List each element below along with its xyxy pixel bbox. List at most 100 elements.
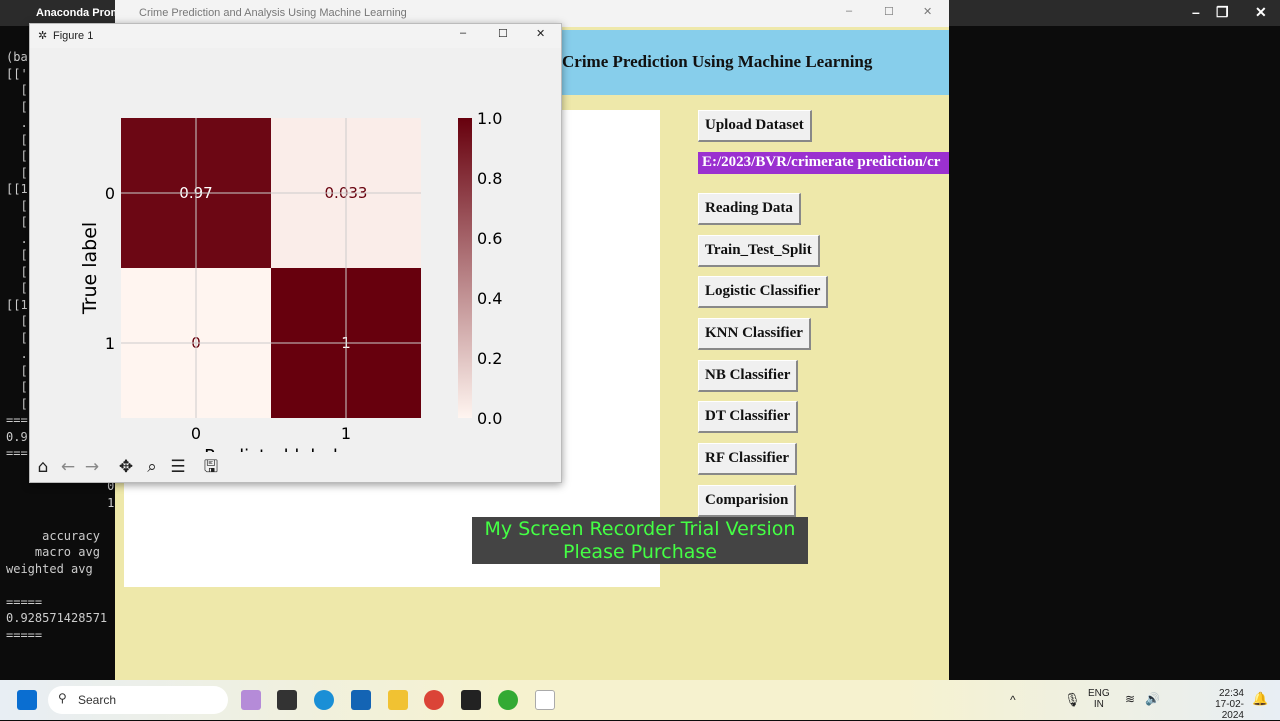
terminal-line: [[' [6,66,28,81]
nb-classifier-button[interactable]: NB Classifier [698,360,799,392]
python-app-icon[interactable] [498,690,518,710]
watermark: My Screen Recorder Trial Version Please … [472,517,808,564]
close-button[interactable]: ✕ [923,6,933,18]
train-test-split-button[interactable]: Train_Test_Split [698,235,820,267]
back-icon[interactable]: ← [60,457,76,477]
figure-title-bar: ✲ Figure 1 – ☐ ✕ [30,24,561,48]
colorbar-tick-label: 0.8 [477,169,502,188]
reading-data-button[interactable]: Reading Data [698,193,801,225]
maximize-button[interactable]: ☐ [884,6,894,18]
figure-toolbar: ⌂ ← → ✥ ⌕ ☰ 🖫 [30,452,561,482]
app-title: Crime Prediction and Analysis Using Mach… [139,7,407,19]
terminal-line: ===== [6,413,28,427]
search-box[interactable]: ⚲ Search [48,686,228,714]
restore-button[interactable]: ❐ [1216,4,1229,20]
terminal-line: [[1 [6,182,28,196]
edge-icon[interactable] [314,690,334,710]
figure-window: ✲ Figure 1 – ☐ ✕ 0.970.033010011Predicte… [29,23,562,483]
terminal-line: [2 [20,363,28,378]
logistic-classifier-button[interactable]: Logistic Classifier [698,276,829,308]
pan-icon[interactable]: ✥ [118,457,134,477]
terminal-line: 0 [6,479,115,493]
figure-title: Figure 1 [53,30,94,42]
copilot-icon[interactable] [241,690,261,710]
terminal-line: [2 [20,330,28,345]
terminal-line: [[1 [6,297,28,312]
terminal-line [6,577,115,593]
terminal-line: [1 [20,314,28,328]
minimize-button[interactable]: – [846,5,853,17]
terminal-line: [' [20,132,28,147]
notification-bell-icon[interactable]: 🔔 [1252,691,1269,706]
comparision-button[interactable]: Comparision [698,485,797,517]
language-indicator[interactable]: ENG IN [1088,688,1110,710]
date: 17-02-2024 [1215,699,1244,721]
colorbar [458,118,472,418]
home-icon[interactable]: ⌂ [37,457,49,477]
terminal-line: weighted avg [6,561,93,576]
close-button[interactable]: ✕ [536,28,546,40]
terminal-line: ===== [6,594,43,609]
terminal-line: (ba [6,50,28,64]
terminal-line: [' [20,165,28,180]
terminal-line: 0.928571428571 [6,611,108,625]
clock[interactable]: 22:34 17-02-2024 [1200,688,1244,721]
chevron-up-icon[interactable]: ^ [1010,693,1016,707]
minimize-button[interactable]: – [460,27,467,39]
save-icon[interactable]: 🖫 [203,457,219,477]
terminal-line: .. [20,231,28,246]
terminal-line: .. [20,116,28,130]
region: IN [1093,699,1104,710]
terminal-line: ===== [6,446,28,460]
chrome-icon[interactable] [424,690,444,710]
microphone-icon[interactable]: 🎙 [1064,692,1081,707]
terminal-line: macro avg [6,545,100,559]
terminal-line: [' [20,99,28,114]
task-view-icon[interactable] [277,690,297,710]
terminal-line: .. [20,347,28,361]
watermark-line1: My Screen Recorder Trial Version [484,518,796,540]
wifi-icon[interactable]: ≋ [1125,692,1136,706]
terminal-icon[interactable] [461,690,481,710]
terminal-line: ===== [6,627,43,642]
store-icon[interactable] [351,690,371,710]
search-icon: ⚲ [58,691,67,705]
search-label: Search [78,693,117,707]
y-tick-label: 1 [105,334,115,353]
terminal-line: [2 [20,380,28,394]
notepad-icon[interactable] [535,690,555,710]
terminal-title: Anaconda Prompt [36,7,131,19]
rf-classifier-button[interactable]: RF Classifier [698,443,798,475]
colorbar-tick-label: 0.2 [477,349,502,368]
taskbar: ⚲ Search ^ 🎙 ENG IN ≋ 🔊 22:34 17-02-2024 🔔 [0,680,1280,721]
configure-icon[interactable]: ☰ [170,457,186,477]
volume-icon[interactable]: 🔊 [1145,692,1160,706]
start-icon[interactable] [17,690,37,710]
y-tick-label: 0 [105,184,115,203]
terminal-line: [' [20,149,28,163]
terminal-line: 1 [6,495,115,510]
colorbar-tick-label: 0.6 [477,229,502,248]
zoom-icon[interactable]: ⌕ [147,457,157,477]
terminal-line: accuracy [6,528,100,543]
dataset-path-label: E:/2023/BVR/crimerate prediction/cr [698,152,949,174]
maximize-button[interactable]: ☐ [498,28,508,40]
x-tick-label: 1 [341,424,351,443]
file-explorer-icon[interactable] [388,690,408,710]
terminal-line: [1 [20,215,28,229]
minimize-button[interactable]: – [1192,4,1200,20]
watermark-line2: Please Purchase [563,541,717,563]
terminal-line: [0 [20,264,28,279]
close-button[interactable]: ✕ [1255,4,1267,20]
app-title-bar: Crime Prediction and Analysis Using Mach… [115,0,949,27]
upload-dataset-button[interactable]: Upload Dataset [698,110,812,142]
terminal-line: [1 [20,198,28,213]
terminal-line: [0 [20,281,28,295]
confusion-matrix-plot: 0.970.033010011Predicted labelTrue label… [79,109,502,452]
forward-icon[interactable]: → [84,457,100,477]
y-axis-label: True label [79,222,101,315]
knn-classifier-button[interactable]: KNN Classifier [698,318,811,350]
terminal-line: [0 [20,248,28,262]
terminal-line [6,462,28,478]
dt-classifier-button[interactable]: DT Classifier [698,401,799,433]
